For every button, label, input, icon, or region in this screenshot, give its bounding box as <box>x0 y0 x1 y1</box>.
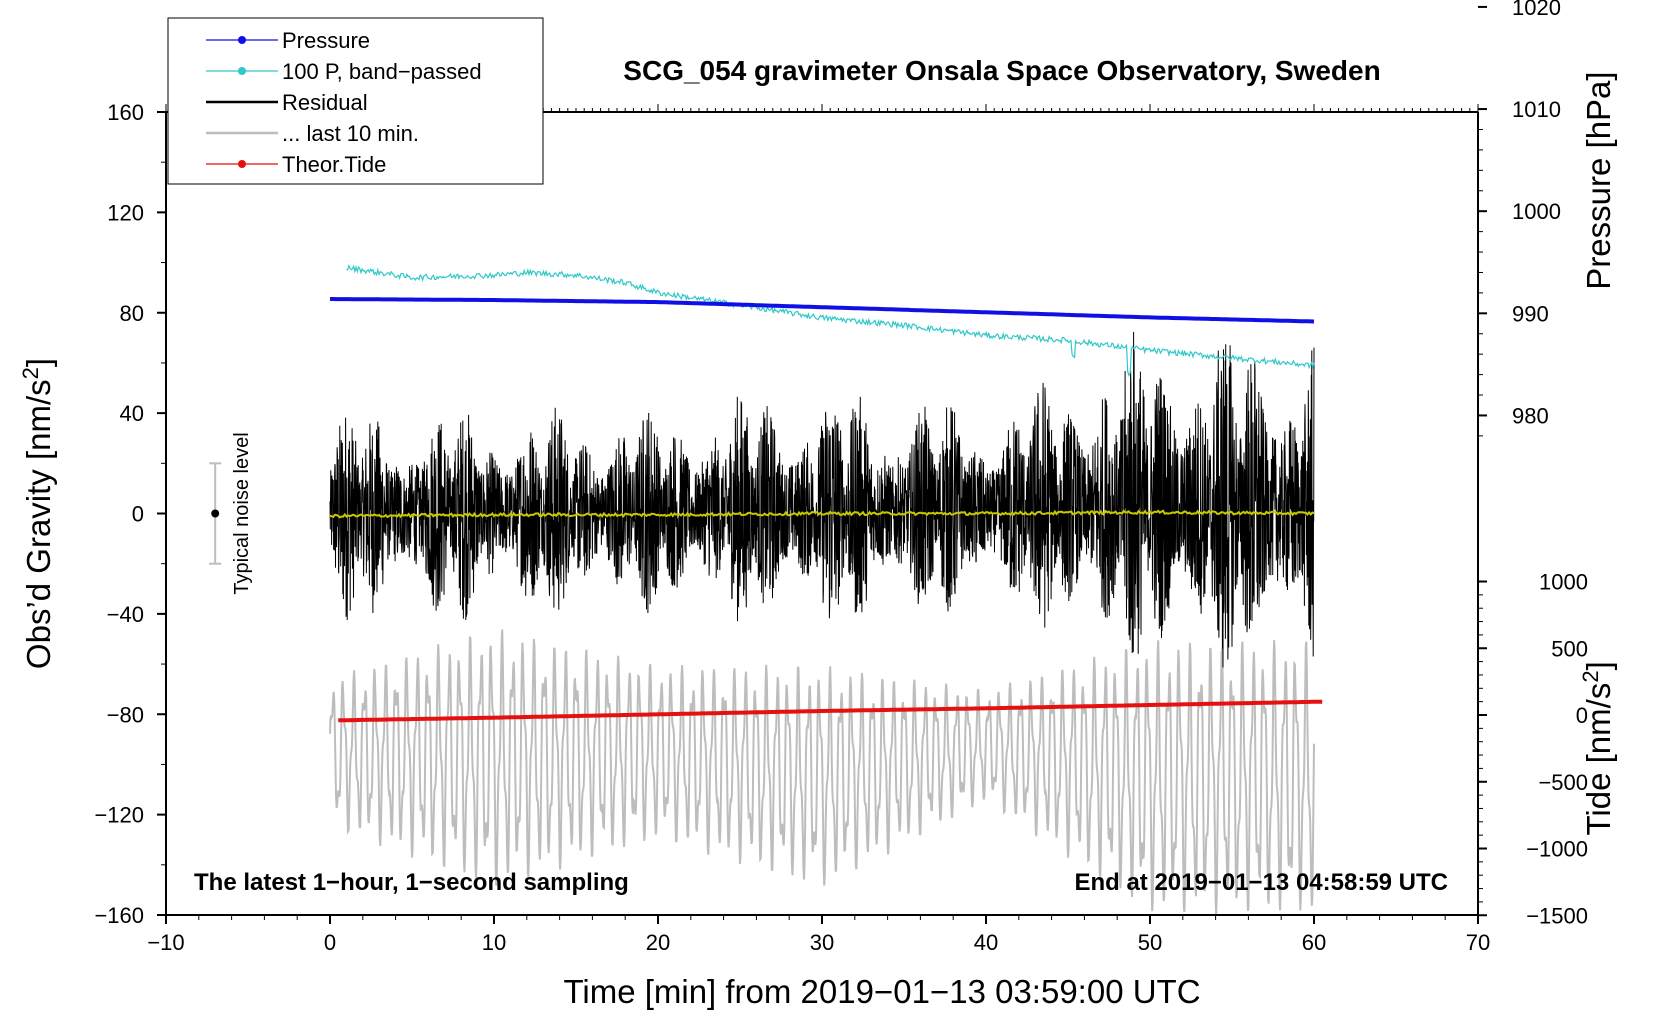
legend-dot <box>238 160 246 168</box>
legend: Pressure 100 P, band−passed Residual ... la… <box>167 17 544 185</box>
tide-tick-label: 1000 <box>1539 570 1588 595</box>
tide-tick-label: −1500 <box>1526 903 1588 928</box>
legend-label: ... last 10 min. <box>282 121 419 146</box>
noise-label: Typical noise level <box>231 432 253 594</box>
tide-tick-label: 500 <box>1551 636 1588 661</box>
x-tick-label: 60 <box>1302 930 1326 955</box>
y-tick-label: 120 <box>107 200 144 225</box>
legend-label: Theor.Tide <box>282 152 386 177</box>
series-pressure <box>330 297 1315 324</box>
axes: −10 0 10 20 30 40 50 60 70−160−120−80−4004080120… <box>94 0 1588 955</box>
x-tick-label: 40 <box>974 930 998 955</box>
pressure-tick-label: 1010 <box>1512 97 1561 122</box>
y-axis-title-pressure: Pressure [hPa] <box>1580 71 1617 289</box>
series-residual <box>329 331 1315 668</box>
y-tick-label: −120 <box>94 803 144 828</box>
y-tick-label: 80 <box>120 301 144 326</box>
series-last-10-min <box>329 629 1315 915</box>
legend-label: 100 P, band−passed <box>282 59 482 84</box>
noise-center-dot <box>211 509 220 518</box>
series-theoretical-tide <box>338 699 1323 723</box>
annotation-latest-hour: The latest 1−hour, 1−second sampling <box>194 869 629 896</box>
y-tick-label: 0 <box>132 502 144 527</box>
y-axis-title-tide: Tide [nm/s2] <box>1578 661 1617 835</box>
tide-tick-label: −1000 <box>1526 837 1588 862</box>
series-residual-mean <box>329 509 1315 519</box>
pressure-tick-label: 990 <box>1512 301 1549 326</box>
x-tick-label: 0 <box>324 930 336 955</box>
x-tick-label: 50 <box>1138 930 1162 955</box>
legend-dot <box>238 67 246 75</box>
pressure-tick-label: 1000 <box>1512 199 1561 224</box>
y-tick-label: 160 <box>107 100 144 125</box>
legend-dot <box>238 36 246 44</box>
x-tick-label: 70 <box>1466 930 1490 955</box>
x-axis-title: Time [min] from 2019−01−13 03:59:00 UTC <box>563 973 1200 1010</box>
x-tick-label: 30 <box>810 930 834 955</box>
y-tick-label: −160 <box>94 903 144 928</box>
series-band-passed-pressure <box>346 264 1315 377</box>
y-tick-label: −40 <box>107 602 144 627</box>
legend-label: Residual <box>282 90 368 115</box>
x-tick-label: 20 <box>646 930 670 955</box>
chart-title: SCG_054 gravimeter Onsala Space Observat… <box>623 55 1380 86</box>
legend-label: Pressure <box>282 28 370 53</box>
x-tick-label: −10 <box>147 930 184 955</box>
x-tick-label: 10 <box>482 930 506 955</box>
annotation-end-time: End at 2019−01−13 04:58:59 UTC <box>1074 869 1448 896</box>
pressure-tick-label: 1020 <box>1512 0 1561 20</box>
y-tick-label: −80 <box>107 702 144 727</box>
tide-tick-label: 0 <box>1576 703 1588 728</box>
tide-tick-label: −500 <box>1538 770 1588 795</box>
pressure-tick-label: 980 <box>1512 403 1549 428</box>
plot-area <box>329 264 1323 915</box>
y-axis-title-left: Obs’d Gravity [nm/s2] <box>18 358 57 669</box>
y-tick-label: 40 <box>120 401 144 426</box>
